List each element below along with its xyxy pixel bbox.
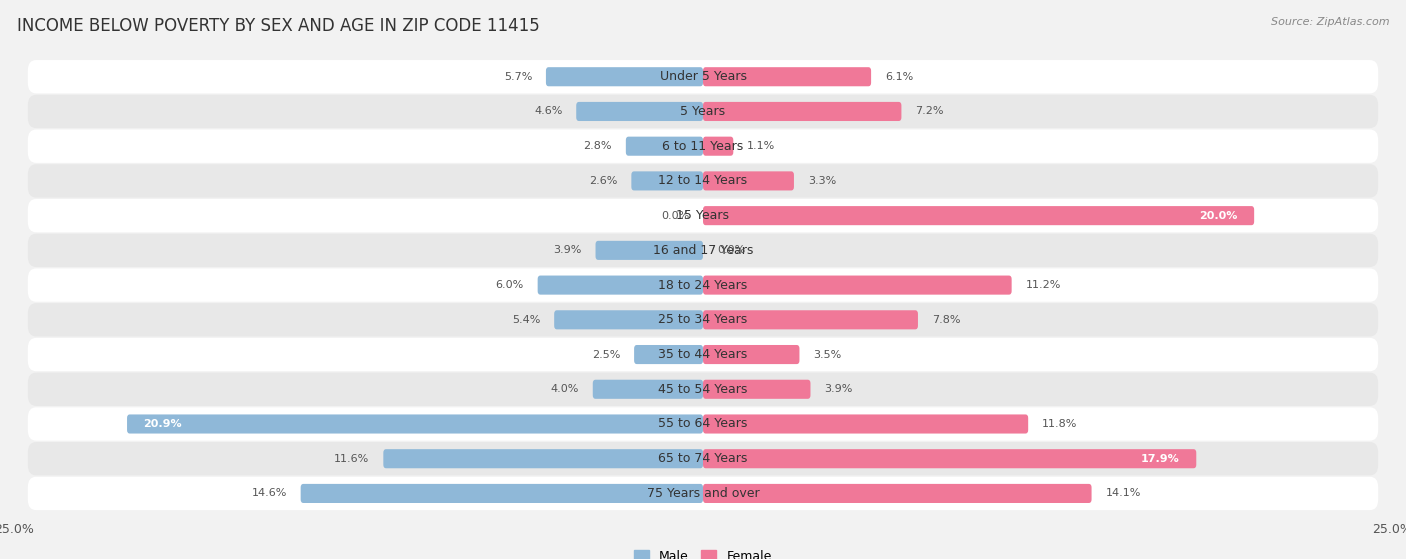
FancyBboxPatch shape — [384, 449, 703, 468]
Text: 12 to 14 Years: 12 to 14 Years — [658, 174, 748, 187]
FancyBboxPatch shape — [301, 484, 703, 503]
Text: 20.0%: 20.0% — [1199, 211, 1237, 221]
FancyBboxPatch shape — [626, 136, 703, 156]
FancyBboxPatch shape — [703, 102, 901, 121]
FancyBboxPatch shape — [703, 414, 1028, 434]
FancyBboxPatch shape — [703, 380, 810, 399]
FancyBboxPatch shape — [28, 164, 1378, 197]
Text: 11.2%: 11.2% — [1025, 280, 1060, 290]
Text: 17.9%: 17.9% — [1142, 454, 1180, 464]
Text: 11.8%: 11.8% — [1042, 419, 1077, 429]
FancyBboxPatch shape — [546, 67, 703, 86]
FancyBboxPatch shape — [28, 130, 1378, 163]
Text: 20.9%: 20.9% — [143, 419, 183, 429]
Text: 1.1%: 1.1% — [747, 141, 775, 151]
Text: 15 Years: 15 Years — [676, 209, 730, 222]
Text: 3.9%: 3.9% — [554, 245, 582, 255]
FancyBboxPatch shape — [593, 380, 703, 399]
Text: 0.0%: 0.0% — [717, 245, 745, 255]
FancyBboxPatch shape — [576, 102, 703, 121]
FancyBboxPatch shape — [28, 408, 1378, 440]
Text: 2.8%: 2.8% — [583, 141, 612, 151]
Text: 6 to 11 Years: 6 to 11 Years — [662, 140, 744, 153]
Text: INCOME BELOW POVERTY BY SEX AND AGE IN ZIP CODE 11415: INCOME BELOW POVERTY BY SEX AND AGE IN Z… — [17, 17, 540, 35]
Text: 3.9%: 3.9% — [824, 384, 852, 394]
FancyBboxPatch shape — [127, 414, 703, 434]
Text: 55 to 64 Years: 55 to 64 Years — [658, 418, 748, 430]
Text: 4.6%: 4.6% — [534, 106, 562, 116]
FancyBboxPatch shape — [28, 477, 1378, 510]
Text: 75 Years and over: 75 Years and over — [647, 487, 759, 500]
FancyBboxPatch shape — [28, 234, 1378, 267]
FancyBboxPatch shape — [537, 276, 703, 295]
Text: 4.0%: 4.0% — [551, 384, 579, 394]
Text: 14.6%: 14.6% — [252, 489, 287, 499]
FancyBboxPatch shape — [634, 345, 703, 364]
FancyBboxPatch shape — [28, 442, 1378, 475]
FancyBboxPatch shape — [28, 303, 1378, 337]
Legend: Male, Female: Male, Female — [630, 544, 776, 559]
FancyBboxPatch shape — [28, 373, 1378, 406]
Text: 3.3%: 3.3% — [807, 176, 837, 186]
Text: 25 to 34 Years: 25 to 34 Years — [658, 313, 748, 326]
FancyBboxPatch shape — [28, 95, 1378, 128]
FancyBboxPatch shape — [703, 136, 734, 156]
Text: 5.7%: 5.7% — [503, 72, 531, 82]
Text: 7.8%: 7.8% — [932, 315, 960, 325]
FancyBboxPatch shape — [703, 276, 1012, 295]
FancyBboxPatch shape — [28, 338, 1378, 371]
Text: Under 5 Years: Under 5 Years — [659, 70, 747, 83]
Text: 2.6%: 2.6% — [589, 176, 617, 186]
FancyBboxPatch shape — [631, 172, 703, 191]
FancyBboxPatch shape — [28, 199, 1378, 233]
FancyBboxPatch shape — [703, 449, 1197, 468]
FancyBboxPatch shape — [554, 310, 703, 329]
Text: 65 to 74 Years: 65 to 74 Years — [658, 452, 748, 465]
FancyBboxPatch shape — [703, 310, 918, 329]
FancyBboxPatch shape — [596, 241, 703, 260]
Text: 5 Years: 5 Years — [681, 105, 725, 118]
Text: 3.5%: 3.5% — [813, 349, 841, 359]
Text: 0.0%: 0.0% — [661, 211, 689, 221]
Text: 2.5%: 2.5% — [592, 349, 620, 359]
FancyBboxPatch shape — [703, 172, 794, 191]
Text: 6.1%: 6.1% — [884, 72, 912, 82]
Text: Source: ZipAtlas.com: Source: ZipAtlas.com — [1271, 17, 1389, 27]
FancyBboxPatch shape — [703, 67, 872, 86]
FancyBboxPatch shape — [28, 268, 1378, 302]
FancyBboxPatch shape — [703, 206, 1254, 225]
Text: 6.0%: 6.0% — [496, 280, 524, 290]
Text: 7.2%: 7.2% — [915, 106, 943, 116]
Text: 35 to 44 Years: 35 to 44 Years — [658, 348, 748, 361]
Text: 5.4%: 5.4% — [512, 315, 540, 325]
Text: 11.6%: 11.6% — [335, 454, 370, 464]
Text: 14.1%: 14.1% — [1105, 489, 1140, 499]
Text: 45 to 54 Years: 45 to 54 Years — [658, 383, 748, 396]
Text: 16 and 17 Years: 16 and 17 Years — [652, 244, 754, 257]
FancyBboxPatch shape — [28, 60, 1378, 93]
FancyBboxPatch shape — [703, 345, 800, 364]
Text: 18 to 24 Years: 18 to 24 Years — [658, 278, 748, 292]
FancyBboxPatch shape — [703, 484, 1091, 503]
